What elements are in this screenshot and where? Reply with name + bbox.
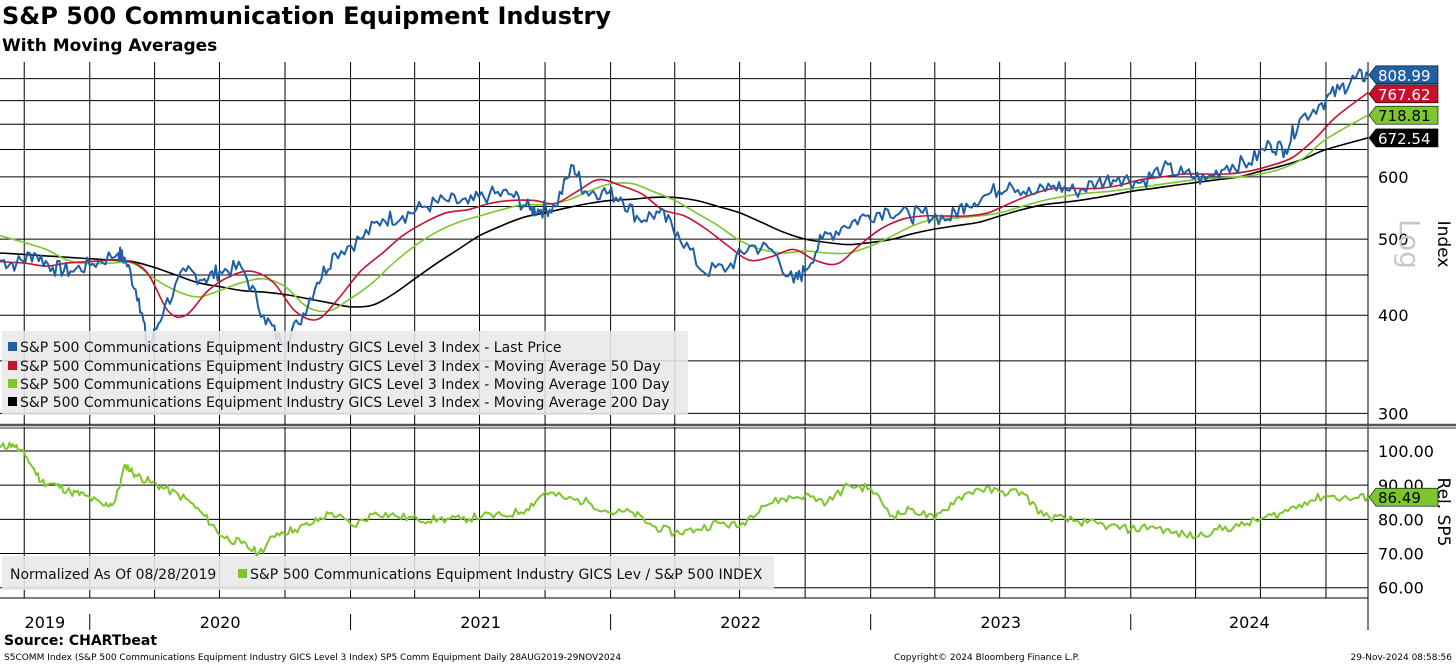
legend-swatch <box>8 397 17 406</box>
x-tick-label: 2021 <box>460 613 501 632</box>
axis-labels: 2019 2020 2021 2022 2023 2024 300 400 500 600 60.0… <box>25 168 1453 632</box>
x-tick-label: 2019 <box>25 613 66 632</box>
ma50-tag-box <box>1368 84 1439 104</box>
last-price-tag-box <box>1368 65 1439 85</box>
ma200-tag-box <box>1368 128 1439 148</box>
y-tick-label: 80.00 <box>1378 510 1424 529</box>
normalization-note: Normalized As Of 08/28/2019 <box>10 567 217 583</box>
ma100-tag: 718.81 <box>1368 105 1439 125</box>
legend-label: S&P 500 Communications Equipment Industr… <box>20 377 670 393</box>
legend-entry-ma50: S&P 500 Communications Equipment Industr… <box>8 359 661 377</box>
chart-title: S&P 500 Communication Equipment Industry <box>2 2 611 30</box>
relative-tag: 86.49 <box>1368 487 1439 507</box>
legend-swatch <box>8 342 17 351</box>
y-tick-label: 70.00 <box>1378 545 1424 564</box>
legend-swatch <box>8 379 17 388</box>
legend-entry-ma200: S&P 500 Communications Equipment Industr… <box>8 395 670 413</box>
ma100-tag-box <box>1368 105 1439 125</box>
ma100-tag-text: 718.81 <box>1378 107 1431 125</box>
footer-timestamp: 29-Nov-2024 08:58:56 <box>1350 653 1452 663</box>
y-tick-label: 400 <box>1378 306 1409 325</box>
x-tick-label: 2023 <box>980 613 1021 632</box>
y-tick-label: 60.00 <box>1378 579 1424 598</box>
series-lines <box>0 68 1369 557</box>
chart-subtitle: With Moving Averages <box>2 36 218 56</box>
x-tick-label: 2020 <box>200 613 241 632</box>
legend-swatch <box>8 361 17 370</box>
legend-top: S&P 500 Communications Equipment Industr… <box>2 331 688 415</box>
grid-lines <box>0 62 1368 598</box>
ma50-tag-text: 767.62 <box>1378 86 1431 104</box>
relative-tag-text: 86.49 <box>1378 489 1421 507</box>
footer-copyright: Copyright© 2024 Bloomberg Finance L.P. <box>894 653 1080 663</box>
legend-entry-last-price: S&P 500 Communications Equipment Industr… <box>8 340 562 358</box>
x-tick-label: 2022 <box>720 613 761 632</box>
legend-label: S&P 500 Communications Equipment Industr… <box>20 359 661 375</box>
ma50-tag: 767.62 <box>1368 84 1439 104</box>
source-note: Source: CHARTbeat <box>4 633 158 649</box>
series-last-price-line <box>0 68 1369 353</box>
relative-tag-box <box>1368 487 1439 507</box>
scale-type-label: Log <box>1393 219 1426 269</box>
y-axis-title: Index <box>1433 221 1453 268</box>
footer-description: S5COMM Index (S&P 500 Communications Equ… <box>4 653 622 663</box>
ma200-tag: 672.54 <box>1368 128 1439 148</box>
y-tick-label: 100.00 <box>1378 442 1434 461</box>
ma200-tag-text: 672.54 <box>1378 130 1431 148</box>
legend-label: S&P 500 Communications Equipment Industr… <box>20 395 670 411</box>
chart-frame <box>0 62 1456 630</box>
series-relative-line <box>0 441 1369 557</box>
last-price-tag-text: 808.99 <box>1378 67 1431 85</box>
x-tick-label: 2024 <box>1229 613 1270 632</box>
y-tick-label: 300 <box>1378 404 1409 423</box>
series-ma100-line <box>0 114 1369 313</box>
legend-entry-relative: S&P 500 Communications Equipment Industr… <box>238 567 762 583</box>
legend-swatch <box>238 569 247 578</box>
last-price-tag: 808.99 <box>1368 65 1439 85</box>
legend-bottom: Normalized As Of 08/28/2019 S&P 500 Comm… <box>2 556 774 590</box>
y-tick-label: 500 <box>1378 230 1409 249</box>
legend-entry-ma100: S&P 500 Communications Equipment Industr… <box>8 377 670 395</box>
legend-label: S&P 500 Communications Equipment Industr… <box>250 567 763 583</box>
y-tick-label: 600 <box>1378 168 1409 187</box>
legend-label: S&P 500 Communications Equipment Industr… <box>20 340 562 356</box>
